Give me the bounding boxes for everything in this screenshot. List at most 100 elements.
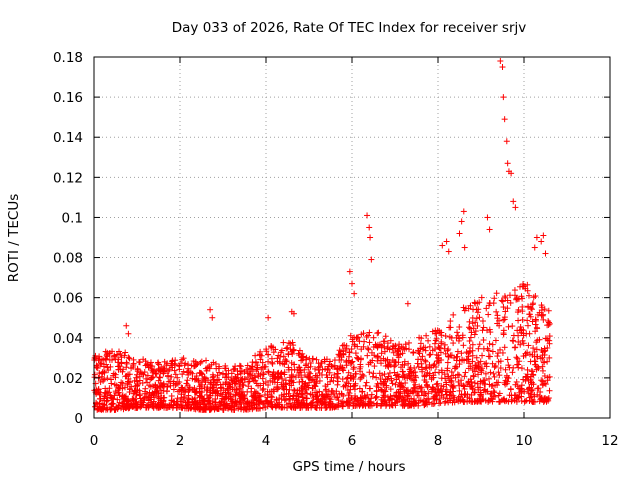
outlier-point	[207, 306, 214, 313]
data-point	[267, 377, 274, 384]
data-point	[485, 311, 492, 318]
data-point	[260, 371, 267, 378]
data-point	[522, 398, 529, 405]
data-point	[475, 371, 482, 378]
data-point	[136, 358, 143, 365]
data-point	[486, 381, 493, 388]
data-point	[397, 351, 404, 358]
outlier-point	[351, 290, 358, 297]
data-point	[467, 334, 474, 341]
data-point	[401, 346, 408, 353]
outlier-point	[123, 322, 130, 329]
data-point	[321, 356, 328, 363]
x-axis-label: GPS time / hours	[292, 459, 405, 475]
data-point	[524, 366, 531, 373]
data-point	[480, 345, 487, 352]
data-point	[336, 347, 343, 354]
data-point	[479, 352, 486, 359]
data-point	[114, 405, 121, 412]
data-point	[359, 371, 366, 378]
data-point	[172, 361, 179, 368]
data-point	[391, 392, 398, 399]
data-point	[394, 352, 401, 359]
data-point	[391, 369, 398, 376]
data-point	[108, 395, 115, 402]
data-point	[177, 398, 184, 405]
data-point	[164, 383, 171, 390]
data-point	[136, 387, 143, 394]
data-point	[401, 373, 408, 380]
data-point	[340, 348, 347, 355]
data-point	[519, 337, 526, 344]
data-point	[182, 388, 189, 395]
data-point	[456, 387, 463, 394]
data-point	[489, 348, 496, 355]
data-point	[522, 373, 529, 380]
data-point	[480, 324, 487, 331]
data-point	[511, 287, 518, 294]
data-point	[461, 392, 468, 399]
data-point	[426, 351, 433, 358]
data-point	[524, 322, 531, 329]
outlier-point	[368, 256, 375, 263]
data-point	[378, 387, 385, 394]
data-point	[370, 370, 377, 377]
data-point	[536, 309, 543, 316]
data-point	[366, 329, 373, 336]
data-point	[209, 374, 216, 381]
data-point	[511, 344, 518, 351]
data-point	[137, 395, 144, 402]
data-point	[122, 349, 129, 356]
data-point	[364, 345, 371, 352]
outlier-point	[364, 212, 371, 219]
data-point	[377, 376, 384, 383]
y-tick-label: 0.02	[53, 371, 83, 387]
data-point	[366, 385, 373, 392]
data-point	[96, 353, 103, 360]
data-point	[263, 348, 270, 355]
data-point	[524, 317, 531, 324]
data-point	[442, 332, 449, 339]
data-point	[382, 357, 389, 364]
data-point	[359, 388, 366, 395]
data-point	[454, 329, 461, 336]
data-point	[493, 308, 500, 315]
data-point	[417, 345, 424, 352]
data-point	[96, 370, 103, 377]
data-point	[422, 347, 429, 354]
points-layer	[91, 58, 553, 413]
data-point	[104, 375, 111, 382]
data-point	[357, 356, 364, 363]
data-point	[525, 342, 532, 349]
outlier-point	[542, 250, 549, 257]
data-point	[374, 330, 381, 337]
y-tick-label: 0.08	[53, 251, 83, 267]
data-point	[433, 351, 440, 358]
data-point	[470, 373, 477, 380]
data-point	[139, 379, 146, 386]
outlier-point	[265, 314, 272, 321]
data-point	[305, 364, 312, 371]
outlier-point	[461, 244, 468, 251]
data-point	[546, 354, 553, 361]
data-point	[450, 382, 457, 389]
x-tick-label: 12	[601, 433, 618, 449]
data-point	[316, 377, 323, 384]
outlier-point	[486, 226, 493, 233]
data-point	[450, 340, 457, 347]
outlier-point	[445, 248, 452, 255]
outlier-point	[499, 64, 506, 71]
data-point	[281, 369, 288, 376]
data-point	[515, 317, 522, 324]
data-point	[114, 352, 121, 359]
data-point	[170, 386, 177, 393]
data-point	[133, 374, 140, 381]
outlier-point	[458, 218, 465, 225]
data-point	[470, 306, 477, 313]
data-point	[411, 365, 418, 372]
data-point	[513, 378, 520, 385]
data-point	[141, 388, 148, 395]
x-tick-label: 4	[262, 433, 271, 449]
outlier-point	[456, 230, 463, 237]
data-point	[528, 306, 535, 313]
